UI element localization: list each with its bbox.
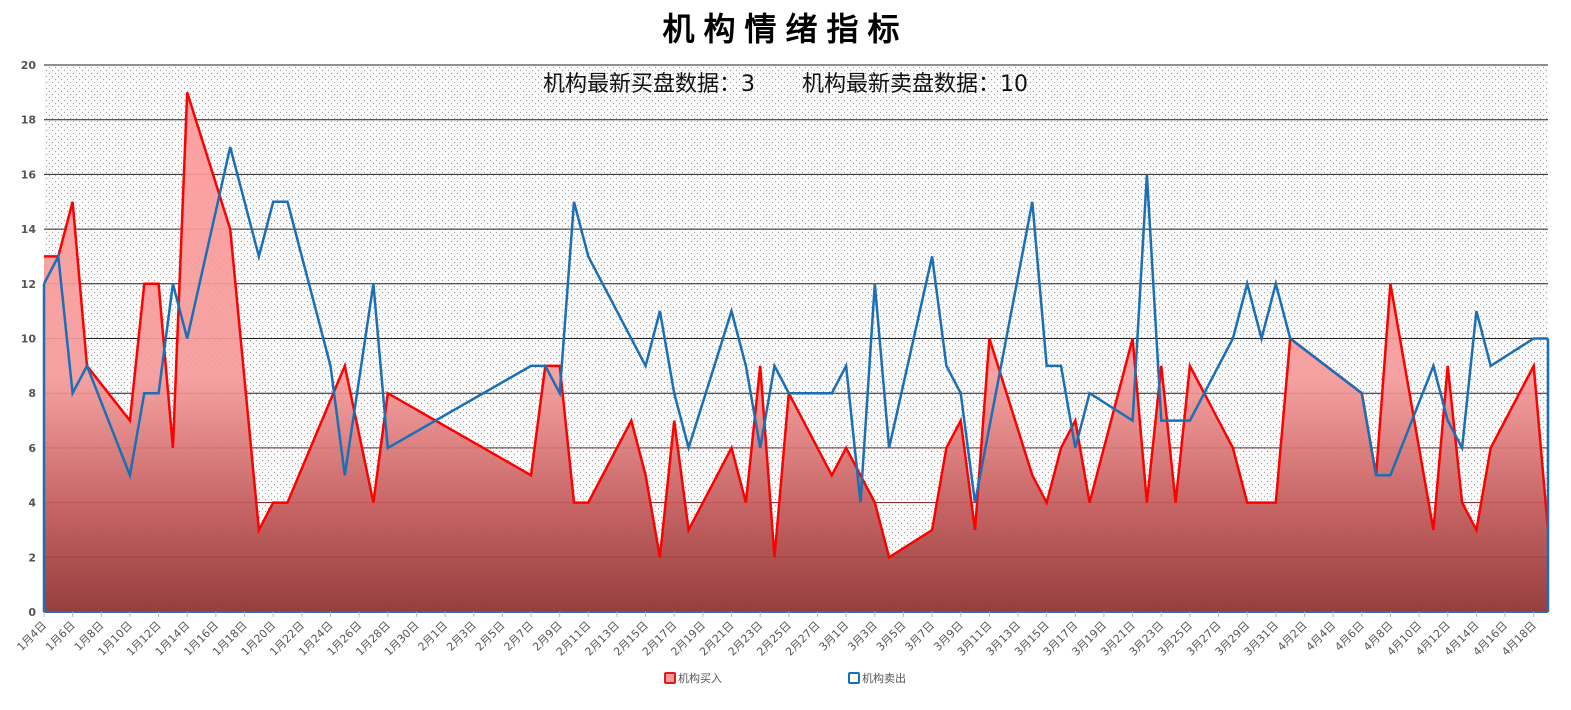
buy-swatch-icon: [664, 672, 676, 684]
y-tick-label: 10: [21, 333, 37, 346]
latest-sell-label: 机构最新卖盘数据：10: [802, 72, 1028, 97]
y-tick-label: 6: [28, 442, 36, 455]
x-tick-label: 2月3日: [444, 619, 479, 654]
x-tick-label: 3月5日: [874, 619, 909, 654]
x-tick-label: 3月1日: [817, 619, 852, 654]
buy-area: [44, 92, 1548, 612]
y-tick-label: 16: [21, 168, 37, 181]
y-tick-label: 12: [21, 278, 36, 291]
buy-line: [44, 92, 1550, 560]
y-tick-label: 0: [28, 606, 36, 619]
y-tick-label: 14: [21, 223, 37, 236]
x-tick-label: 1月6日: [43, 619, 78, 654]
y-tick-label: 8: [28, 387, 36, 400]
legend: 机构买入 机构卖出: [0, 670, 1571, 686]
y-axis: 0 2 4 6 8 10 12 14 16 18 20: [21, 59, 37, 619]
x-tick-label: 4月2日: [1275, 619, 1310, 654]
x-tick-label: 1月4日: [14, 619, 49, 654]
legend-label-sell: 机构卖出: [862, 672, 906, 685]
y-tick-label: 4: [28, 497, 36, 510]
latest-buy-label: 机构最新买盘数据：3: [543, 72, 755, 97]
series-layer: [42, 92, 1550, 613]
sell-swatch-icon: [848, 672, 860, 684]
sell-line: [42, 146, 1548, 503]
legend-label-buy: 机构买入: [678, 672, 722, 685]
chart-subtitle: 机构最新买盘数据：3 机构最新卖盘数据：10: [0, 66, 1571, 98]
x-tick-label: 3月7日: [903, 619, 938, 654]
x-tick-label: 2月1日: [416, 619, 451, 654]
x-tick-label: 3月3日: [845, 619, 880, 654]
legend-item-sell[interactable]: 机构卖出: [848, 670, 906, 686]
x-tick-label: 4月6日: [1332, 619, 1367, 654]
chart-title: 机构情绪指标: [662, 10, 909, 48]
y-tick-label: 18: [21, 114, 36, 127]
x-tick-label: 2月5日: [473, 619, 508, 654]
x-tick-label: 2月7日: [501, 619, 536, 654]
legend-item-buy[interactable]: 机构买入: [664, 670, 722, 686]
y-tick-label: 20: [21, 59, 37, 72]
x-axis: 1月4日1月6日1月8日1月10日1月12日1月14日1月16日1月18日1月2…: [14, 612, 1539, 659]
x-tick-label: 4月4日: [1304, 619, 1339, 654]
y-tick-label: 2: [28, 551, 36, 564]
